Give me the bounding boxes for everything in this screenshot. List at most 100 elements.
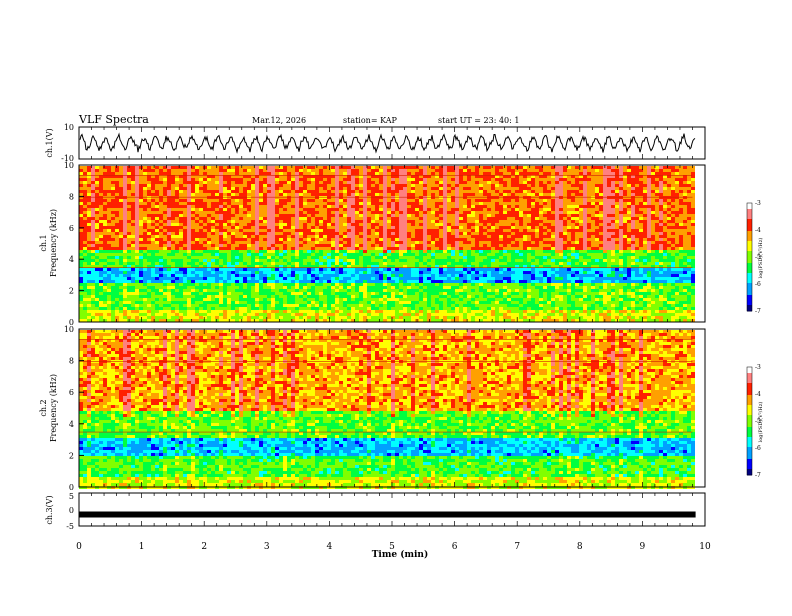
ch1-spec-cell	[291, 190, 295, 193]
ch1-spec-cell	[275, 226, 279, 229]
ch1-spec-cell	[383, 256, 387, 259]
ch1-spec-cell	[363, 205, 367, 208]
ch1-spec-cell	[243, 298, 247, 301]
ch1-spec-cell	[251, 280, 255, 283]
ch1-spec-cell	[419, 190, 423, 193]
ch1-spec-cell	[315, 223, 319, 226]
ch1-spec-cell	[79, 319, 83, 322]
ch1-spec-cell	[247, 292, 251, 295]
ch1-spec-cell	[315, 271, 319, 274]
ch1-spec-cell	[151, 307, 155, 310]
ch1-spec-cell	[179, 277, 183, 280]
ch1-spec-cell	[179, 217, 183, 220]
ch1-spec-cell	[339, 187, 343, 190]
ch1-spec-cell	[451, 211, 455, 214]
ch1-spec-cell	[259, 265, 263, 268]
ch1-spec-cell	[127, 187, 131, 190]
ch1-spec-cell	[267, 220, 271, 223]
ch1-spec-cell	[303, 232, 307, 235]
ch1-spec-cell	[387, 256, 391, 259]
ch1-spec-cell	[139, 181, 143, 184]
ch1-spec-cell	[419, 202, 423, 205]
ch1-spec-cell	[319, 307, 323, 310]
ch1-spec-cell	[335, 226, 339, 229]
ch1-spec-cell	[179, 169, 183, 172]
ch1-spec-cell	[139, 208, 143, 211]
ch1-spec-cell	[87, 217, 91, 220]
ch1-spec-cell	[343, 271, 347, 274]
ch1-spec-cell	[219, 175, 223, 178]
ch1-spec-cell	[319, 193, 323, 196]
ch1-spec-cell	[191, 286, 195, 289]
ch1-spec-cell	[327, 205, 331, 208]
ch1-spec-cell	[87, 187, 91, 190]
ch1-spec-cell	[107, 169, 111, 172]
ch1-spec-cell	[311, 307, 315, 310]
ch1-spec-cell	[111, 307, 115, 310]
ch1-spec-cell	[327, 229, 331, 232]
ch1-spec-cell	[103, 184, 107, 187]
ch1-spec-cell	[199, 259, 203, 262]
ch1-spec-cell	[399, 250, 403, 253]
ch1-spec-cell	[155, 250, 159, 253]
ch1-spec-cell	[83, 256, 87, 259]
ch1-spec-cell	[211, 169, 215, 172]
ch1-spec-cell	[199, 229, 203, 232]
ch1-spec-cell	[295, 205, 299, 208]
ch1-spec-cell	[287, 202, 291, 205]
ch1-spec-cell	[371, 250, 375, 253]
ch1-spec-column	[163, 166, 167, 322]
ch1-spec-cell	[79, 307, 83, 310]
ch1-spec-cell	[431, 166, 435, 169]
ch1-spec-cell	[351, 220, 355, 223]
ch1-spec-cell	[119, 319, 123, 322]
ch1-spec-cell	[379, 187, 383, 190]
ch1-spec-cell	[335, 250, 339, 253]
ch1-spec-cell	[123, 244, 127, 247]
ch1-spec-cell	[411, 181, 415, 184]
ch1-spec-cell	[103, 232, 107, 235]
ch1-spec-cell	[391, 247, 395, 250]
ch1-spec-cell	[439, 166, 443, 169]
ch1-spec-cell	[143, 211, 147, 214]
ch1-spec-cell	[295, 244, 299, 247]
ch1-spec-cell	[143, 256, 147, 259]
ch1-spec-cell	[451, 292, 455, 295]
ch1-spec-cell	[191, 271, 195, 274]
ch1-spec-cell	[427, 232, 431, 235]
ch1-spec-cell	[259, 235, 263, 238]
ch1-spec-cell	[199, 289, 203, 292]
ch1-spec-cell	[195, 271, 199, 274]
ch1-spec-cell	[327, 214, 331, 217]
ch1-spec-cell	[191, 265, 195, 268]
ch1-spec-cell	[299, 244, 303, 247]
ch1-spec-cell	[207, 292, 211, 295]
ch1-spec-cell	[175, 232, 179, 235]
ch1-spec-column	[339, 166, 343, 322]
ch1-spec-cell	[407, 256, 411, 259]
ch1-spec-cell	[335, 292, 339, 295]
ch1-spec-cell	[155, 238, 159, 241]
ch1-spec-cell	[375, 316, 379, 319]
ch1-spec-cell	[95, 310, 99, 313]
ch1-spec-cell	[279, 289, 283, 292]
ch1-spec-cell	[415, 175, 419, 178]
ch1-spec-cell	[291, 241, 295, 244]
ch1-spec-cell	[199, 319, 203, 322]
ch1-spec-cell	[223, 211, 227, 214]
ch1-spec-cell	[139, 316, 143, 319]
ch1-spec-cell	[203, 166, 207, 169]
ch1-spec-cell	[179, 175, 183, 178]
ch1-spec-cell	[359, 235, 363, 238]
ch1-spec-cell	[255, 259, 259, 262]
ch1-spec-cell	[159, 181, 163, 184]
ch1-spec-cell	[303, 181, 307, 184]
ch1-spec-cell	[239, 259, 243, 262]
ch1-spec-cell	[255, 286, 259, 289]
ch1-spec-cell	[127, 232, 131, 235]
ch1-spec-cell	[355, 256, 359, 259]
ch1-spec-cell	[235, 250, 239, 253]
ch1-spec-cell	[335, 199, 339, 202]
ch1-spec-cell	[407, 235, 411, 238]
ch1-spec-column	[351, 166, 355, 322]
